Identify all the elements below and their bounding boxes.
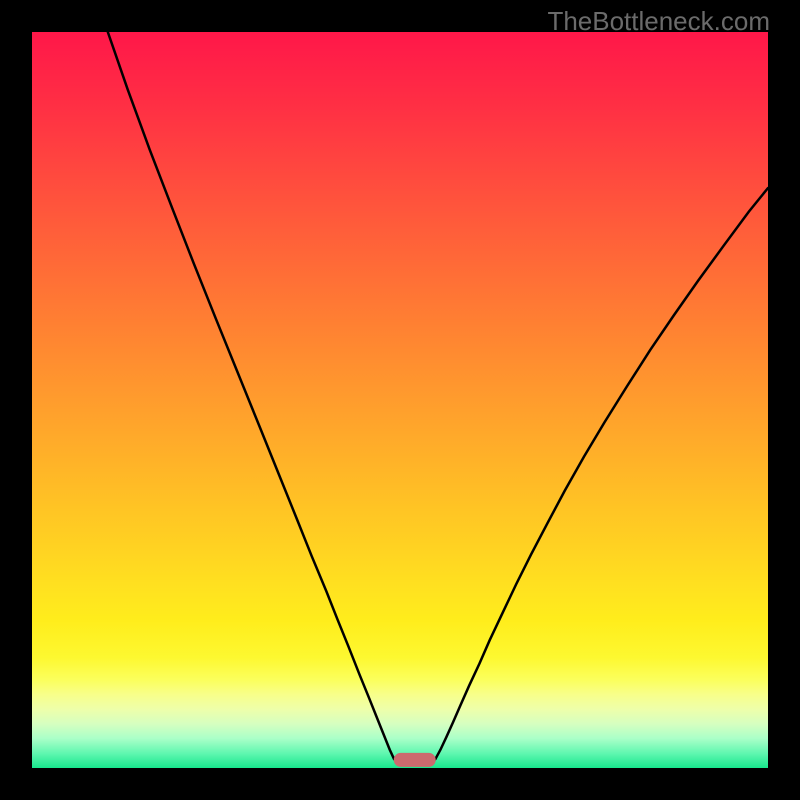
bottleneck-curve-right [435,188,768,759]
curve-layer [32,32,768,768]
bottleneck-curve-left [108,32,394,759]
watermark-text: TheBottleneck.com [547,6,770,37]
plot-area [32,32,768,768]
optimal-marker [394,753,436,767]
chart-container: TheBottleneck.com [0,0,800,800]
